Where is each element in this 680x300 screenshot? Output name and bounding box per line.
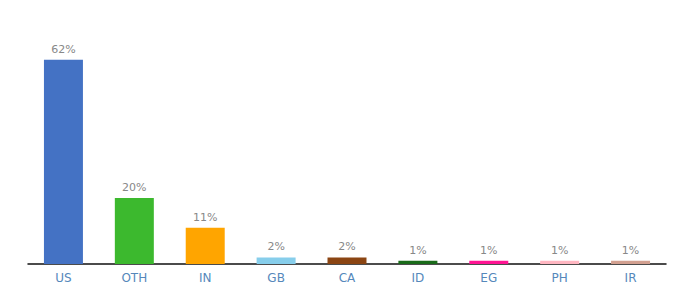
svg-text:ID: ID [411,271,424,285]
svg-text:11%: 11% [193,211,217,224]
svg-text:1%: 1% [409,244,426,257]
svg-text:OTH: OTH [121,271,147,285]
svg-text:GB: GB [267,271,285,285]
svg-text:2%: 2% [338,240,355,253]
svg-text:PH: PH [552,271,568,285]
svg-text:CA: CA [339,271,356,285]
svg-text:1%: 1% [551,244,568,257]
svg-text:IR: IR [625,271,637,285]
svg-text:20%: 20% [122,181,146,194]
svg-text:EG: EG [480,271,497,285]
svg-text:1%: 1% [480,244,497,257]
svg-text:US: US [55,271,71,285]
svg-text:2%: 2% [267,240,284,253]
svg-text:1%: 1% [622,244,639,257]
svg-text:62%: 62% [51,43,75,56]
svg-text:IN: IN [199,271,212,285]
